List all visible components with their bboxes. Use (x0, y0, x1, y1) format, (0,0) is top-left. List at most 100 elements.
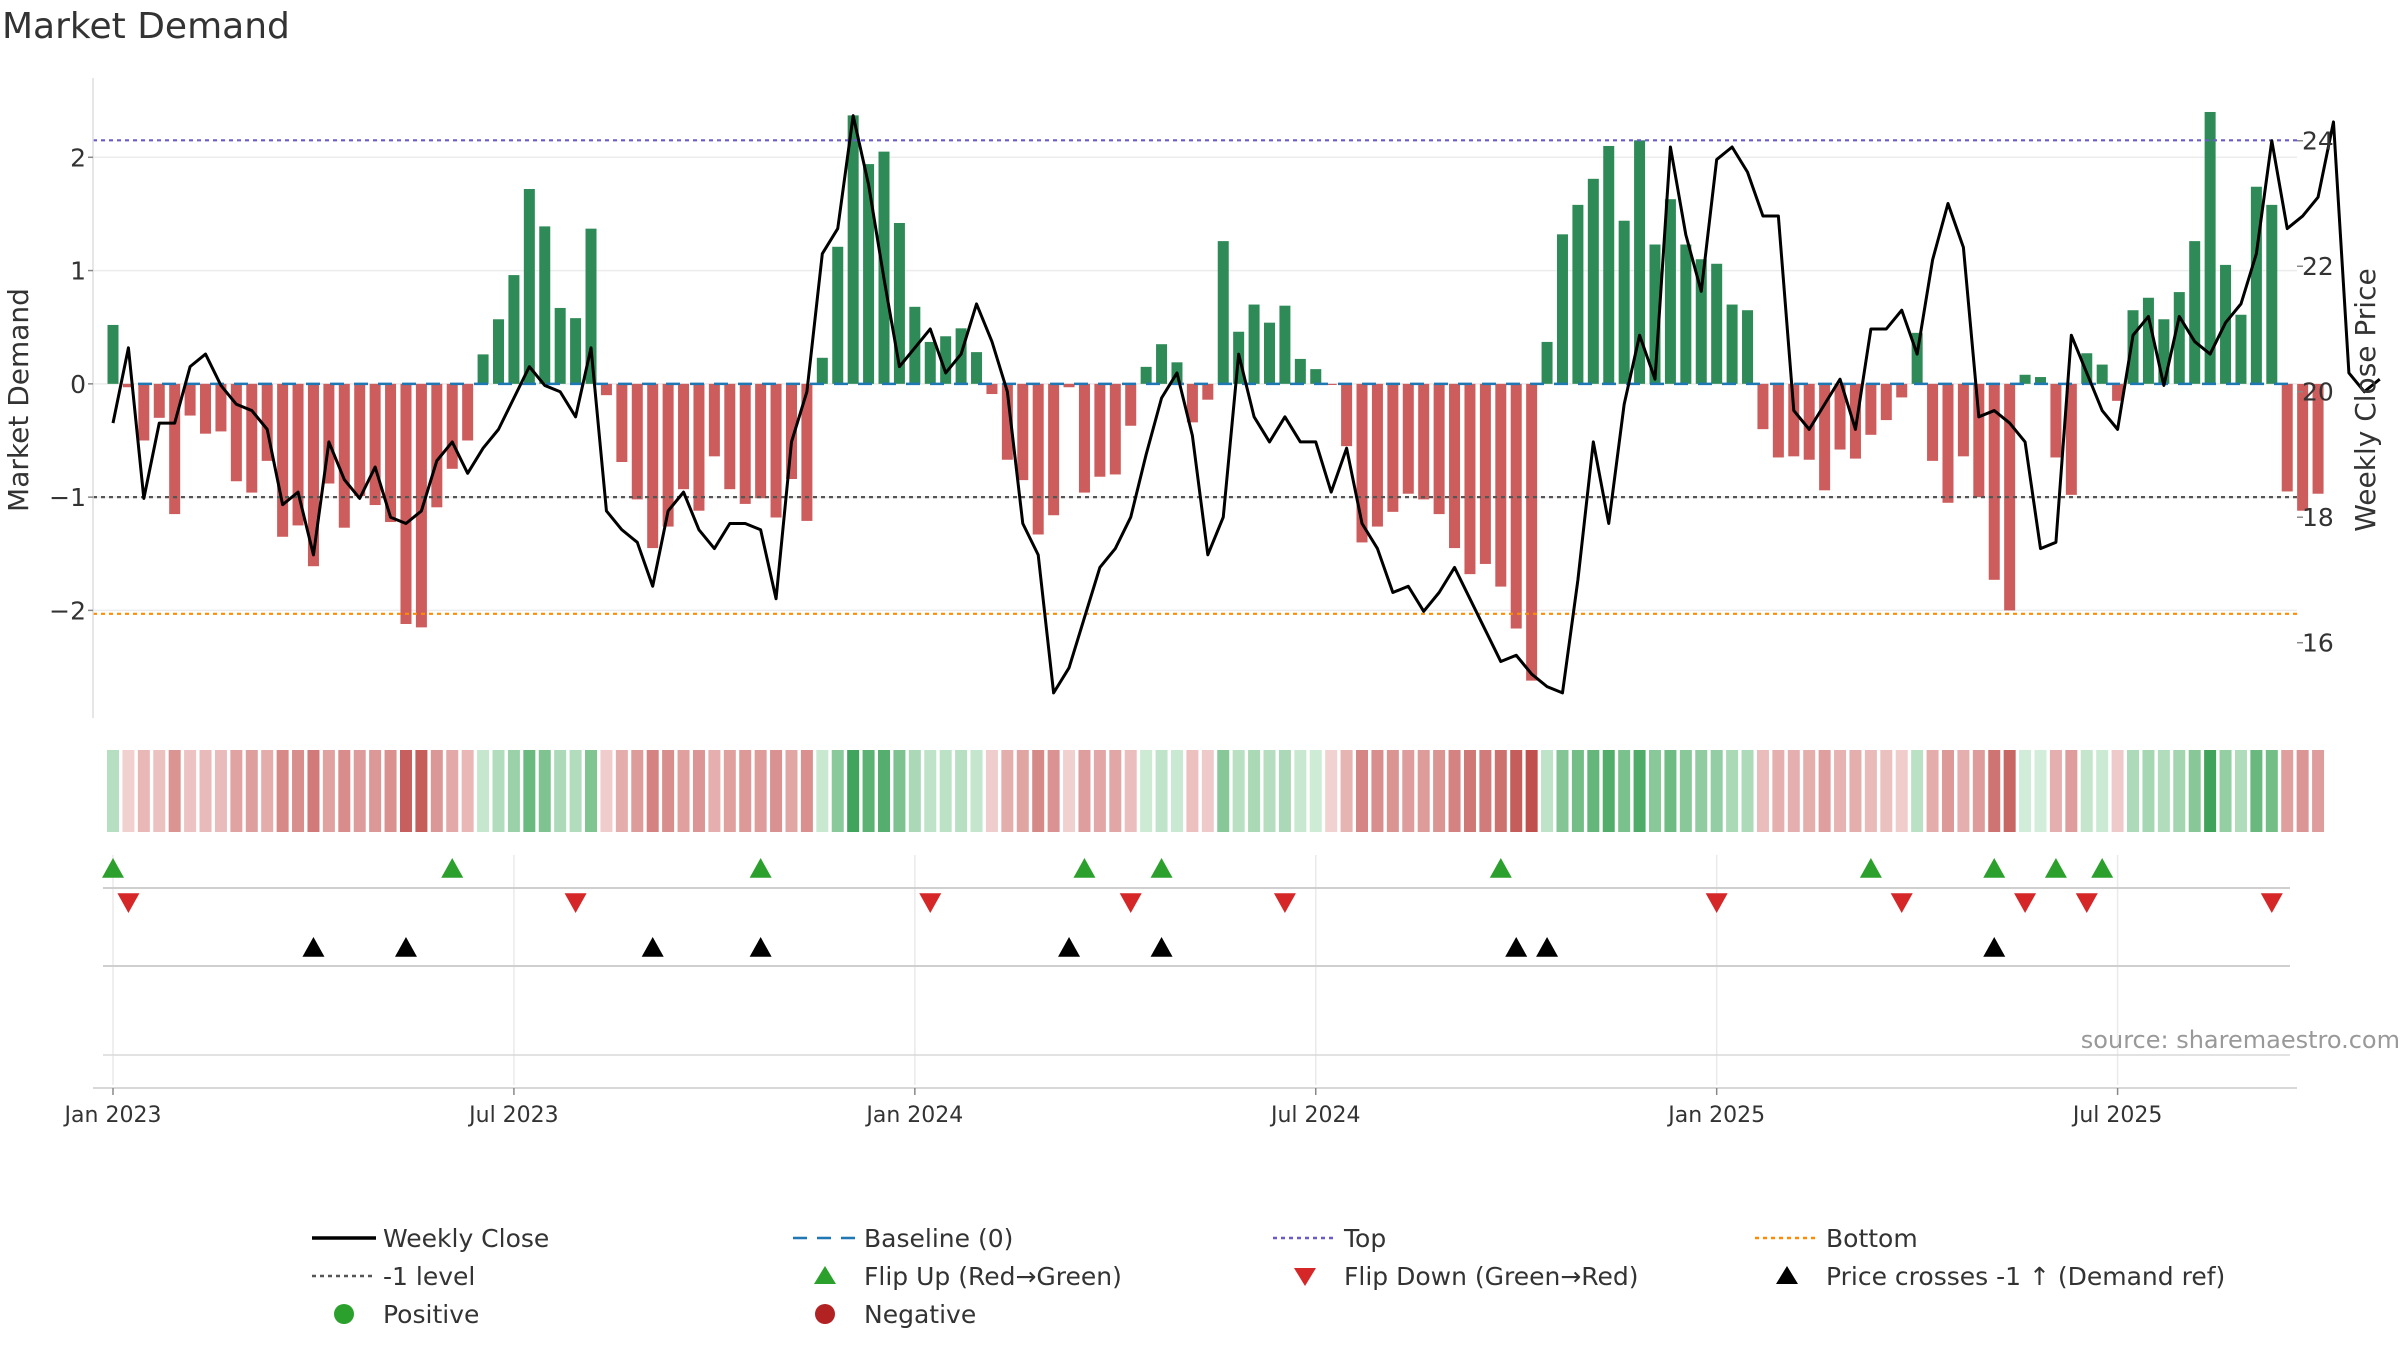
heat-cell (1063, 750, 1076, 832)
demand-bar-positive (1742, 310, 1754, 384)
legend-swatch-triangle-up (814, 1266, 836, 1284)
demand-bar-positive (2096, 364, 2108, 384)
demand-bar-positive (971, 352, 983, 384)
demand-bar-negative (184, 383, 196, 416)
heat-cell (692, 750, 705, 832)
legend-label: Top (1343, 1224, 1386, 1253)
demand-bar-positive (523, 189, 535, 384)
demand-bar-positive (847, 115, 859, 384)
heat-cell (569, 750, 582, 832)
heat-cell (1895, 750, 1908, 832)
heat-cell (2173, 750, 2186, 832)
heat-cell (2111, 750, 2124, 832)
demand-bar-negative (2004, 383, 2016, 611)
demand-bar-positive (2081, 353, 2093, 384)
flip-down-marker (1890, 893, 1913, 913)
demand-bar-negative (369, 383, 381, 506)
heat-cell (1618, 750, 1631, 832)
heat-cell (1201, 750, 1214, 832)
demand-bar-negative (678, 383, 690, 490)
demand-bar-negative (1788, 383, 1800, 457)
legend-label: Negative (864, 1300, 976, 1329)
demand-bar-positive (893, 222, 905, 384)
demand-bar-positive (1572, 204, 1584, 384)
heat-cell (893, 750, 906, 832)
demand-bar-positive (585, 228, 597, 384)
heat-cell (1741, 750, 1754, 832)
event-markers (102, 858, 2283, 957)
demand-bar-negative (2065, 383, 2077, 495)
y2-tick-label: 18 (2302, 503, 2334, 532)
heat-cell (1972, 750, 1985, 832)
legend-label: Baseline (0) (864, 1224, 1013, 1253)
demand-bar-positive (2204, 111, 2216, 384)
legend-item: Top (1273, 1224, 1386, 1253)
heat-cell (214, 750, 227, 832)
demand-bar-negative (1479, 383, 1491, 564)
heat-cell (1186, 750, 1199, 832)
legend-swatch-dot (815, 1304, 835, 1324)
demand-bar-positive (1556, 234, 1568, 384)
demand-bar-positive (2266, 204, 2278, 384)
heat-cell (1356, 750, 1369, 832)
flip-down-marker (564, 893, 587, 913)
heat-cell (1864, 750, 1877, 832)
heat-cell (1571, 750, 1584, 832)
demand-bar-negative (1048, 383, 1060, 516)
demand-bar-negative (1186, 383, 1198, 423)
heat-cell (492, 750, 505, 832)
demand-bar-positive (909, 306, 921, 384)
price-cross-marker (749, 937, 772, 957)
flip-up-marker (1073, 858, 1096, 878)
demand-bar-negative (1001, 383, 1013, 460)
y-axis-label: Market Demand (2, 288, 35, 512)
flip-down-marker (2014, 893, 2037, 913)
demand-bar-negative (462, 383, 474, 441)
heat-cell (1726, 750, 1739, 832)
heat-cell (322, 750, 335, 832)
heat-cell (1001, 750, 1014, 832)
heat-cell (2250, 750, 2263, 832)
heat-cell (600, 750, 613, 832)
flip-up-marker (749, 858, 772, 878)
heat-cell (1803, 750, 1816, 832)
demand-bar-negative (1495, 383, 1507, 587)
legend-item: Negative (815, 1300, 976, 1329)
heat-cell (785, 750, 798, 832)
heat-cell (1417, 750, 1430, 832)
heat-cell (1787, 750, 1800, 832)
demand-bars (107, 111, 2324, 681)
source-label: source: sharemaestro.com (2081, 1026, 2400, 1054)
demand-bar-negative (1464, 383, 1476, 575)
legend-label: Price crosses -1 ↑ (Demand ref) (1826, 1262, 2225, 1291)
heat-cell (369, 750, 382, 832)
y2-tick-label: 20 (2302, 378, 2334, 407)
demand-bar-positive (1140, 366, 1152, 384)
heat-cell (2219, 750, 2232, 832)
demand-bar-negative (755, 383, 767, 499)
axes: −2 −1 0 1 2 16 18 20 22 24 Jan 2023 Jul 2023 Jan 202… (49, 78, 2334, 1128)
heat-cell (1386, 750, 1399, 832)
heat-cell (847, 750, 860, 832)
heat-cell (1849, 750, 1862, 832)
demand-bar-negative (277, 383, 289, 537)
heat-cell (1911, 750, 1924, 832)
demand-bar-negative (261, 383, 273, 461)
heat-cell (1494, 750, 1507, 832)
demand-bar-negative (323, 383, 335, 484)
heat-cell (816, 750, 829, 832)
heat-cell (384, 750, 397, 832)
flip-up-marker (441, 858, 464, 878)
demand-bar-positive (1264, 322, 1275, 384)
demand-bar-positive (2235, 314, 2247, 384)
heat-cell (1710, 750, 1723, 832)
demand-bar-negative (1356, 383, 1368, 543)
demand-bar-negative (1325, 383, 1337, 385)
heat-cell (338, 750, 351, 832)
heat-cell (1016, 750, 1029, 832)
heat-cell (708, 750, 721, 832)
demand-bar-positive (1156, 344, 1168, 384)
heat-cell (908, 750, 921, 832)
demand-bar-negative (1865, 383, 1877, 435)
